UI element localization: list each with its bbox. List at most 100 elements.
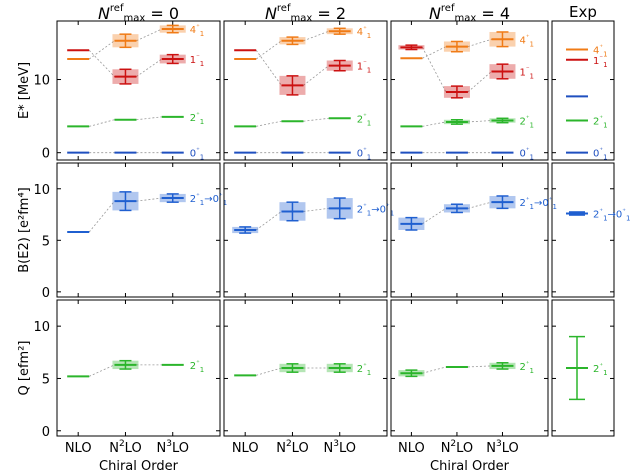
x-tick-label-part: LO (125, 441, 142, 456)
series-label-part: 1 (200, 60, 204, 68)
series-label-part: 1 (390, 209, 394, 217)
series-label-part: ⁺ (599, 44, 603, 52)
series-label-part: 1 (367, 209, 371, 217)
x-tick-label-part: N (323, 441, 333, 456)
series-label-part: ⁺ (363, 362, 367, 370)
series-label-part: 2 (357, 364, 363, 375)
series-label-part: →0 (204, 194, 219, 205)
x-tick-label-part: LO (292, 441, 309, 456)
series-label-part: 2 (593, 210, 599, 221)
series-label: 2⁺1→0⁺1 (357, 202, 394, 217)
y-axis-label-part: E* [MeV] (17, 62, 32, 119)
series-label-part: ⁺ (526, 147, 530, 155)
connector-line (256, 120, 282, 127)
series-label-part: 2 (190, 361, 196, 372)
series-label: 0⁺1 (357, 147, 372, 162)
connector-line (422, 208, 447, 225)
y-tick-label-part: 10 (33, 183, 50, 198)
x-tick-label: N2LO (441, 439, 473, 456)
series-label-part: 1 (200, 199, 204, 207)
x-tick-label: NLO (65, 441, 92, 456)
column-title: Nrefmax = 2 (265, 3, 346, 24)
connector-line (89, 364, 115, 377)
x-tick-label-part: 2 (450, 439, 456, 449)
panel: 0⁺12⁺11⁻14⁺1 (551, 20, 615, 162)
connector-line (136, 197, 162, 202)
series-label-part: 1 (530, 203, 534, 211)
x-tick-label-part: LO (502, 441, 519, 456)
series-label: 2⁺1 (593, 114, 608, 129)
series-label-part: 4 (190, 25, 196, 36)
y-tick-label: 10 (33, 320, 50, 335)
column-title-part: = 2 (312, 4, 346, 23)
x-tick-label-part: 2 (286, 439, 292, 449)
series-label-part: ⁻ (363, 60, 367, 68)
y-tick-label-part: 0 (42, 425, 50, 440)
series-label-part: ⁺ (196, 192, 200, 200)
y-tick-label-part: 0 (42, 147, 50, 162)
connector-line (303, 65, 329, 86)
series-label-part: 1 (626, 215, 630, 223)
series-label: 2⁺1 (519, 114, 534, 129)
series-label: 2⁺1 (357, 112, 372, 127)
series-label-part: 1 (367, 67, 371, 75)
column-title-part: N (265, 4, 277, 23)
x-axis-label: Chiral Order (430, 459, 510, 474)
series-label: 4⁺1 (593, 44, 608, 59)
x-tick-label-part: N (441, 441, 451, 456)
series-label-part: 1 (367, 154, 371, 162)
panel-frame (56, 162, 221, 298)
connector-line (467, 365, 492, 368)
connector-line (136, 116, 162, 121)
x-tick-label-part: N (276, 441, 286, 456)
connector-line (88, 40, 115, 60)
chart-panels: 0⁺12⁺11⁻14⁺10⁺12⁺11⁻14⁺10⁺12⁺11⁻14⁺10⁺12… (56, 20, 630, 437)
column-title-part: = 0 (145, 4, 179, 23)
series-label-part: 1 (200, 30, 204, 38)
y-axis-label-part: B(E2) [e²fm⁴] (17, 187, 32, 272)
series-label: 4⁺1 (357, 25, 372, 40)
panel: 2⁺1→0⁺1 (223, 162, 394, 298)
series-label-part: 2 (357, 204, 363, 215)
connector-line (303, 30, 329, 42)
series-label-part: 2 (593, 364, 599, 375)
connector-line (136, 58, 162, 77)
series-label-part: ⁺ (526, 196, 530, 204)
series-label-part: ⁺ (526, 360, 530, 368)
series-label-part: 1 (603, 61, 607, 69)
series-label-part: ⁺ (599, 362, 603, 370)
series-label: 2⁺1 (190, 111, 205, 126)
series-label-part: 2 (519, 362, 525, 373)
series-label-part: ⁺ (386, 202, 390, 210)
x-tick-label-part: 3 (166, 439, 172, 449)
panel-frame (551, 20, 615, 161)
series-label-part: 1 (357, 62, 363, 73)
column-title-part: max (290, 13, 312, 24)
series-label-part: ⁺ (196, 147, 200, 155)
connector-line (422, 47, 447, 93)
x-tick-label-part: LO (172, 441, 189, 456)
panel: 0⁺12⁺11⁻14⁺1 (56, 20, 221, 162)
series-label-part: ⁺ (599, 208, 603, 216)
x-tick-label-part: 2 (119, 439, 125, 449)
column-title-part: N (98, 4, 110, 23)
series-label: 0⁺1 (519, 147, 534, 162)
x-axis-label-part: Chiral Order (430, 459, 510, 474)
series-label-part: 1 (530, 40, 534, 48)
connector-line (255, 211, 282, 231)
connector-line (255, 50, 282, 86)
y-tick-label: 0 (42, 425, 50, 440)
panel-frame (551, 299, 615, 437)
series-label-part: ⁺ (196, 359, 200, 367)
connector-line (467, 38, 492, 47)
series-label: 0⁺1 (593, 147, 608, 162)
x-tick-label: NLO (398, 441, 425, 456)
y-tick-label: 5 (42, 372, 50, 387)
y-tick-label: 0 (42, 147, 50, 162)
series-label-part: 1 (190, 55, 196, 66)
series-label: 2⁺1→0⁺1 (519, 196, 556, 211)
series-label-part: 1 (603, 369, 607, 377)
series-label-part: ⁺ (599, 114, 603, 122)
x-tick-label-part: N (486, 441, 496, 456)
